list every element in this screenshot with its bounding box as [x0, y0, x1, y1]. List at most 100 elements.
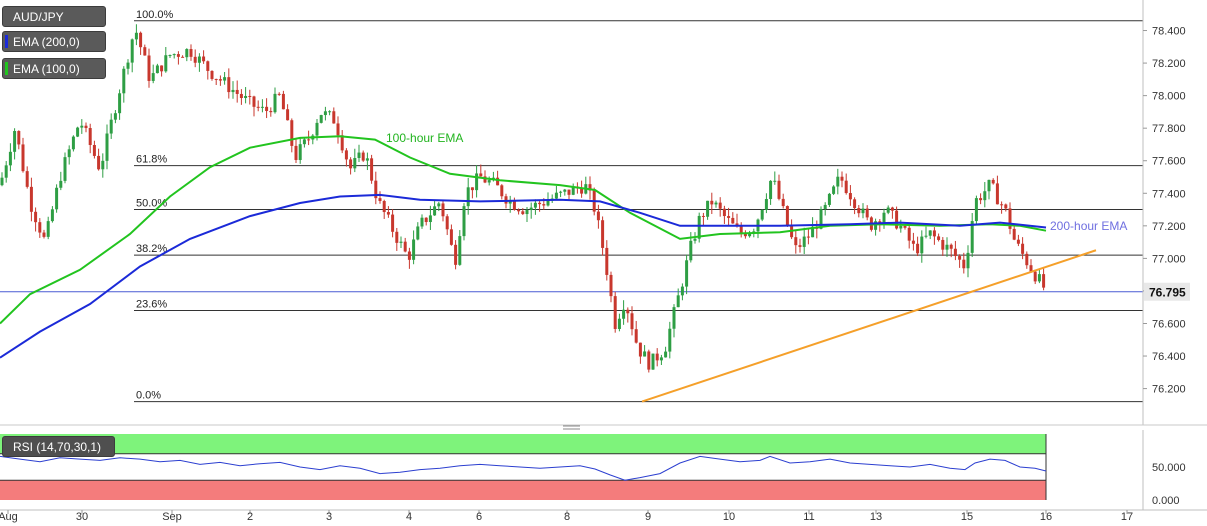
candle-body	[991, 179, 995, 184]
candle-body	[832, 186, 836, 194]
candle-body	[227, 77, 231, 93]
candle-body	[512, 201, 516, 210]
candle-body	[475, 173, 479, 191]
candle-body	[483, 176, 487, 183]
candle-body	[290, 120, 294, 146]
candle-body	[210, 70, 214, 79]
candle-body	[718, 202, 722, 209]
candle-body	[580, 188, 584, 194]
candle-body	[8, 151, 12, 166]
candle-body	[983, 191, 987, 201]
candle-body	[395, 231, 399, 243]
candle-body	[84, 125, 88, 129]
legend-ema200-text: EMA (200,0)	[13, 35, 80, 49]
candle-body	[945, 244, 949, 250]
candle-body	[307, 139, 311, 141]
candle-body	[664, 351, 668, 358]
rsi-title-label[interactable]: RSI (14,70,30,1)	[2, 436, 115, 457]
candle-body	[445, 216, 449, 230]
candle-body	[231, 89, 235, 93]
candle-body	[130, 39, 134, 63]
x-tick-label: 9	[645, 511, 651, 523]
x-tick-label: 10	[723, 511, 735, 523]
candle-body	[21, 144, 25, 172]
candle-body	[80, 125, 84, 128]
candle-body	[760, 209, 764, 220]
candle-body	[113, 113, 117, 120]
candle-body	[953, 248, 957, 257]
candle-body	[567, 189, 571, 195]
candle-body	[420, 217, 424, 227]
candle-body	[920, 236, 924, 254]
candle-body	[697, 215, 701, 239]
candle-body	[622, 309, 626, 319]
legend-ema200[interactable]: EMA (200,0)	[2, 31, 106, 52]
candle-body	[315, 122, 319, 136]
candle-body	[588, 184, 592, 191]
candle-body	[609, 274, 613, 297]
candle-body	[911, 240, 915, 244]
candle-body	[538, 202, 542, 205]
x-tick-label: 2	[247, 511, 253, 523]
candle-body	[903, 225, 907, 228]
candle-body	[739, 226, 743, 234]
last-price-badge	[1144, 282, 1190, 301]
legend-ema100[interactable]: EMA (100,0)	[2, 58, 106, 79]
candle-body	[361, 152, 365, 161]
candle-body	[773, 180, 777, 182]
candle-body	[239, 93, 243, 99]
candle-body	[668, 328, 672, 352]
candle-body	[689, 240, 693, 261]
fib-level-label: 38.2%	[136, 243, 167, 255]
candle-body	[626, 309, 630, 314]
candle-body	[916, 243, 920, 254]
candle-body	[412, 239, 416, 260]
candle-body	[235, 89, 239, 94]
candle-body	[353, 157, 357, 169]
candle-body	[806, 236, 810, 238]
y-tick-label: 78.200	[1152, 58, 1186, 70]
y-tick-label: 78.400	[1152, 26, 1186, 38]
candle-body	[46, 221, 50, 237]
candle-body	[924, 235, 928, 237]
candle-body	[0, 177, 4, 186]
candle-body	[785, 206, 789, 226]
candle-body	[105, 133, 109, 161]
candle-body	[416, 226, 420, 240]
candle-body	[895, 210, 899, 229]
y-tick-label: 76.400	[1152, 351, 1186, 363]
candle-body	[546, 200, 550, 206]
candle-body	[693, 238, 697, 241]
candle-body	[659, 357, 663, 361]
symbol-text: AUD/JPY	[13, 10, 64, 24]
support-trendline	[641, 249, 1097, 403]
candle-body	[630, 313, 634, 330]
candle-body	[1033, 271, 1037, 282]
x-tick-label: Aug	[0, 511, 18, 523]
candle-body	[731, 217, 735, 224]
candle-body	[374, 180, 378, 199]
fib-level-label: 61.8%	[136, 154, 167, 166]
candle-body	[76, 127, 80, 137]
rsi-oversold-zone	[0, 480, 1046, 500]
legend-ema100-text: EMA (100,0)	[13, 62, 80, 76]
candle-body	[386, 212, 390, 215]
x-tick-label: 17	[1121, 511, 1133, 523]
x-tick-label: 16	[1040, 511, 1052, 523]
candle-body	[508, 201, 512, 204]
candle-body	[714, 202, 718, 205]
candle-body	[571, 186, 575, 195]
candle-body	[147, 55, 151, 81]
candle-body	[974, 198, 978, 222]
candle-body	[701, 215, 705, 217]
candle-body	[966, 252, 970, 269]
candle-body	[244, 95, 248, 99]
candle-body	[878, 221, 882, 223]
symbol-label[interactable]: AUD/JPY	[2, 6, 106, 27]
candle-body	[340, 135, 344, 151]
candle-body	[643, 351, 647, 357]
fib-level-label: 100.0%	[136, 9, 174, 21]
candle-body	[647, 351, 651, 370]
candle-body	[781, 198, 785, 207]
